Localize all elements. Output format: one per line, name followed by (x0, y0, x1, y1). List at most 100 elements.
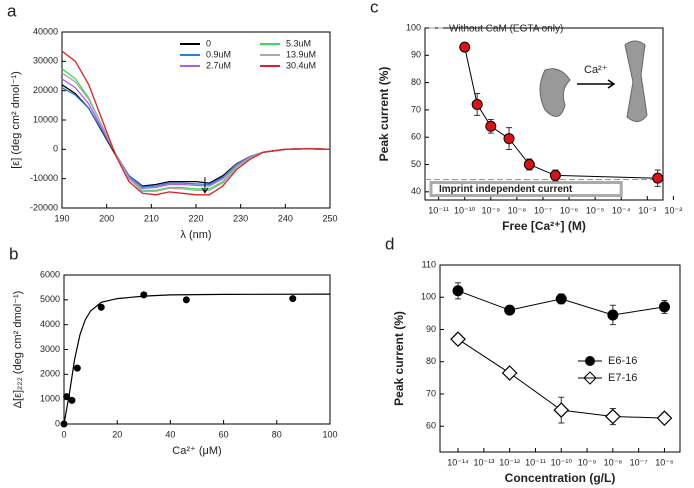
x-tick-label: 10⁻⁹ (481, 205, 500, 215)
y-tick-label: 70 (426, 388, 436, 398)
marker (63, 393, 71, 401)
plot-frame (439, 264, 681, 453)
x-tick-label: 10⁻⁴ (612, 205, 631, 215)
marker (503, 133, 515, 145)
y-tick-label: -20000 (30, 202, 58, 212)
marker (553, 402, 570, 418)
x-tick-label: 10⁻⁷ (630, 457, 648, 467)
y-tick-label: 4000 (40, 319, 60, 329)
reference-box (429, 181, 623, 198)
y-tick-label: 0 (55, 418, 60, 428)
y-tick-label: 70 (411, 104, 421, 114)
series-line (61, 50, 331, 196)
marker (652, 172, 664, 184)
marker (459, 41, 471, 53)
y-tick-label: 30000 (33, 56, 58, 66)
x-tick-label: 10⁻² (664, 205, 682, 215)
plot-frame (424, 27, 664, 201)
x-axis-label: λ (nm) (180, 229, 211, 241)
x-tick-label: 10⁻⁷ (534, 205, 552, 215)
y-tick-label: 40000 (33, 26, 58, 36)
x-tick-label: 190 (54, 213, 69, 223)
y-tick-label: -10000 (30, 173, 58, 183)
x-tick-label: 60 (219, 429, 229, 439)
x-tick-label: 10⁻¹¹ (525, 457, 546, 467)
y-tick-label: 10000 (33, 114, 58, 124)
legend-label: 0.9uM (206, 49, 231, 59)
x-tick-label: 10⁻¹¹ (428, 205, 449, 215)
x-tick-label: 80 (272, 429, 282, 439)
y-tick-label: 110 (422, 259, 436, 269)
series-line (61, 84, 331, 187)
legend-label: 2.7uM (206, 60, 231, 70)
x-tick-label: 240 (278, 213, 293, 223)
marker (289, 295, 297, 303)
marker (182, 296, 190, 304)
y-tick-label: 1000 (40, 394, 60, 404)
y-tick-label: 100 (406, 22, 421, 32)
x-tick-label: 0 (61, 429, 66, 439)
y-tick-label: 20000 (33, 85, 58, 95)
panel-letter: a (7, 1, 17, 20)
y-tick-label: 90 (411, 50, 421, 60)
y-axis-label: Peak current (%) (377, 67, 391, 162)
legend-label: 0 (206, 38, 211, 48)
y-tick-label: 60 (411, 132, 421, 142)
x-tick-label: 10⁻⁶ (655, 457, 674, 467)
y-tick-label: 3000 (40, 344, 60, 354)
panel-letter: d (385, 234, 394, 253)
x-tick-label: 10⁻⁸ (604, 457, 623, 467)
marker (549, 169, 561, 181)
x-tick-label: 230 (233, 213, 248, 223)
protein-left (539, 68, 571, 117)
y-axis-label: [ε] (deg cm² dmol⁻¹) (10, 71, 22, 169)
x-axis-label: Concentration (g/L) (505, 471, 616, 485)
y-tick-label: 90 (426, 324, 436, 334)
arrow-head (201, 187, 209, 194)
marker (555, 293, 567, 305)
y-tick-label: 80 (426, 356, 436, 366)
marker (523, 159, 535, 171)
series-line (61, 78, 331, 189)
y-tick-label: 60 (426, 421, 436, 431)
x-axis-label: Ca²⁺ (μM) (172, 445, 221, 457)
x-tick-label: 250 (322, 213, 337, 223)
x-tick-label: 10⁻⁶ (560, 205, 579, 215)
legend-label: E7-16 (608, 372, 637, 384)
legend-label: 5.3uM (286, 38, 311, 48)
y-axis-label: Δ[ε]₂₂₂ (deg cm² dmol⁻¹) (12, 291, 24, 409)
x-tick-label: 220 (188, 213, 203, 223)
x-tick-label: 100 (322, 429, 337, 439)
marker (60, 420, 68, 428)
inset-label: Ca²⁺ (584, 64, 608, 76)
panel-letter: c (370, 0, 379, 16)
marker (452, 285, 464, 297)
x-tick-label: 10⁻¹² (499, 457, 520, 467)
y-tick-label: 80 (411, 77, 421, 87)
y-tick-label: 0 (53, 144, 58, 154)
marker (68, 396, 76, 404)
panel-letter: b (9, 244, 18, 263)
x-tick-label: 10⁻¹⁰ (551, 457, 573, 467)
y-tick-label: 2000 (40, 369, 60, 379)
legend-label: 30.4uM (286, 60, 316, 70)
protein-right (624, 40, 648, 122)
x-tick-label: 10⁻⁵ (586, 205, 605, 215)
marker (471, 98, 483, 110)
y-tick-label: 5000 (40, 294, 60, 304)
x-tick-label: 10⁻¹³ (473, 457, 494, 467)
series-line (61, 87, 331, 188)
x-tick-label: 210 (144, 213, 159, 223)
y-tick-label: 40 (411, 186, 421, 196)
x-tick-label: 10⁻⁸ (508, 205, 527, 215)
marker (607, 309, 619, 321)
x-axis-label: Free [Ca²⁺] (M) (502, 219, 586, 233)
y-axis-label: Peak current (%) (392, 311, 406, 406)
marker (485, 120, 497, 132)
marker (73, 364, 81, 372)
marker (501, 365, 518, 381)
reference-label: Imprint independent current (439, 184, 573, 195)
x-tick-label: 10⁻¹⁰ (454, 205, 476, 215)
x-tick-label: 10⁻¹⁴ (447, 457, 469, 467)
